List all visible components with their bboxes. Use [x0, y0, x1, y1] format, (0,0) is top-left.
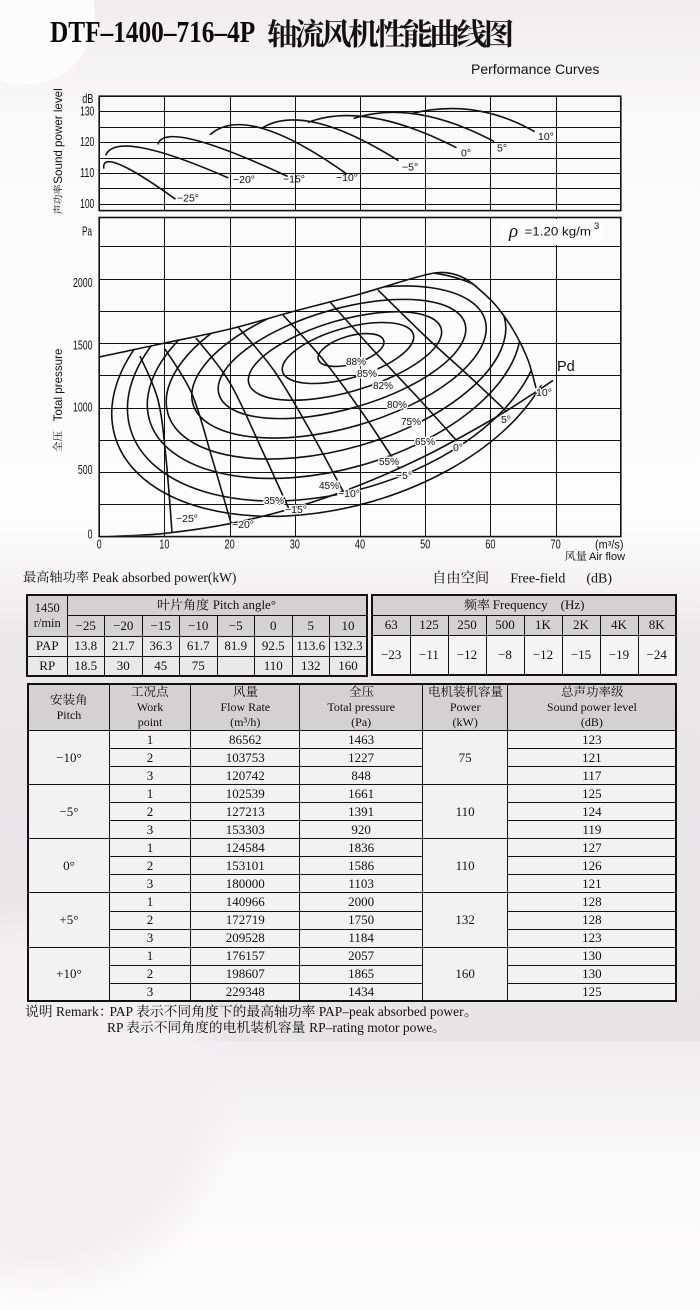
- svg-text:0: 0: [97, 538, 102, 552]
- svg-text:Pd: Pd: [557, 359, 575, 375]
- svg-text:2000: 2000: [73, 276, 93, 290]
- svg-text:−20°: −20°: [233, 174, 255, 186]
- svg-text:1000: 1000: [73, 401, 93, 415]
- svg-text:65%: 65%: [415, 437, 435, 448]
- svg-text:ρ: ρ: [508, 221, 518, 242]
- svg-text:60: 60: [485, 538, 495, 552]
- svg-text:500: 500: [78, 463, 93, 477]
- svg-text:40: 40: [355, 538, 365, 552]
- svg-text:5°: 5°: [501, 414, 511, 426]
- svg-text:−5°: −5°: [402, 162, 418, 174]
- svg-text:120: 120: [80, 135, 94, 149]
- svg-text:100: 100: [80, 197, 94, 211]
- svg-text:0°: 0°: [453, 442, 463, 454]
- svg-text:5°: 5°: [497, 143, 507, 155]
- svg-text:50: 50: [420, 538, 430, 552]
- svg-text:−15°: −15°: [285, 504, 307, 516]
- svg-text:80%: 80%: [387, 400, 407, 411]
- svg-text:10°: 10°: [538, 131, 554, 143]
- svg-text:3: 3: [594, 221, 599, 232]
- svg-text:70: 70: [551, 538, 561, 552]
- svg-text:55%: 55%: [379, 457, 399, 468]
- svg-text:30: 30: [290, 538, 300, 552]
- svg-text:(m³/s): (m³/s): [595, 540, 624, 552]
- svg-text:10: 10: [159, 538, 169, 552]
- svg-text:dB: dB: [82, 92, 93, 106]
- svg-text:75%: 75%: [401, 417, 421, 428]
- svg-text:−15°: −15°: [283, 174, 305, 186]
- svg-text:−10°: −10°: [336, 172, 358, 184]
- svg-text:1500: 1500: [73, 339, 93, 353]
- svg-text:−25°: −25°: [177, 193, 199, 205]
- svg-text:0: 0: [88, 528, 93, 542]
- svg-text:Pa: Pa: [82, 225, 92, 239]
- svg-text:Air flow: Air flow: [589, 551, 625, 563]
- svg-text:110: 110: [80, 166, 94, 180]
- svg-text:82%: 82%: [373, 381, 393, 392]
- svg-text:85%: 85%: [357, 369, 377, 380]
- svg-text:0°: 0°: [461, 148, 471, 160]
- svg-text:20: 20: [225, 538, 235, 552]
- svg-text:Total pressure: Total pressure: [52, 349, 65, 422]
- svg-text:−10°: −10°: [338, 488, 360, 500]
- svg-text:Sound power level: Sound power level: [52, 88, 65, 183]
- svg-text:−5°: −5°: [396, 470, 412, 482]
- svg-text:35%: 35%: [264, 496, 284, 507]
- svg-text:=1.20 kg/m: =1.20 kg/m: [525, 227, 592, 239]
- svg-text:88%: 88%: [346, 357, 366, 368]
- svg-text:−20°: −20°: [232, 519, 254, 531]
- svg-text:−25°: −25°: [176, 513, 198, 525]
- svg-text:10°: 10°: [536, 387, 552, 399]
- svg-text:45%: 45%: [319, 481, 339, 492]
- svg-text:130: 130: [80, 104, 94, 118]
